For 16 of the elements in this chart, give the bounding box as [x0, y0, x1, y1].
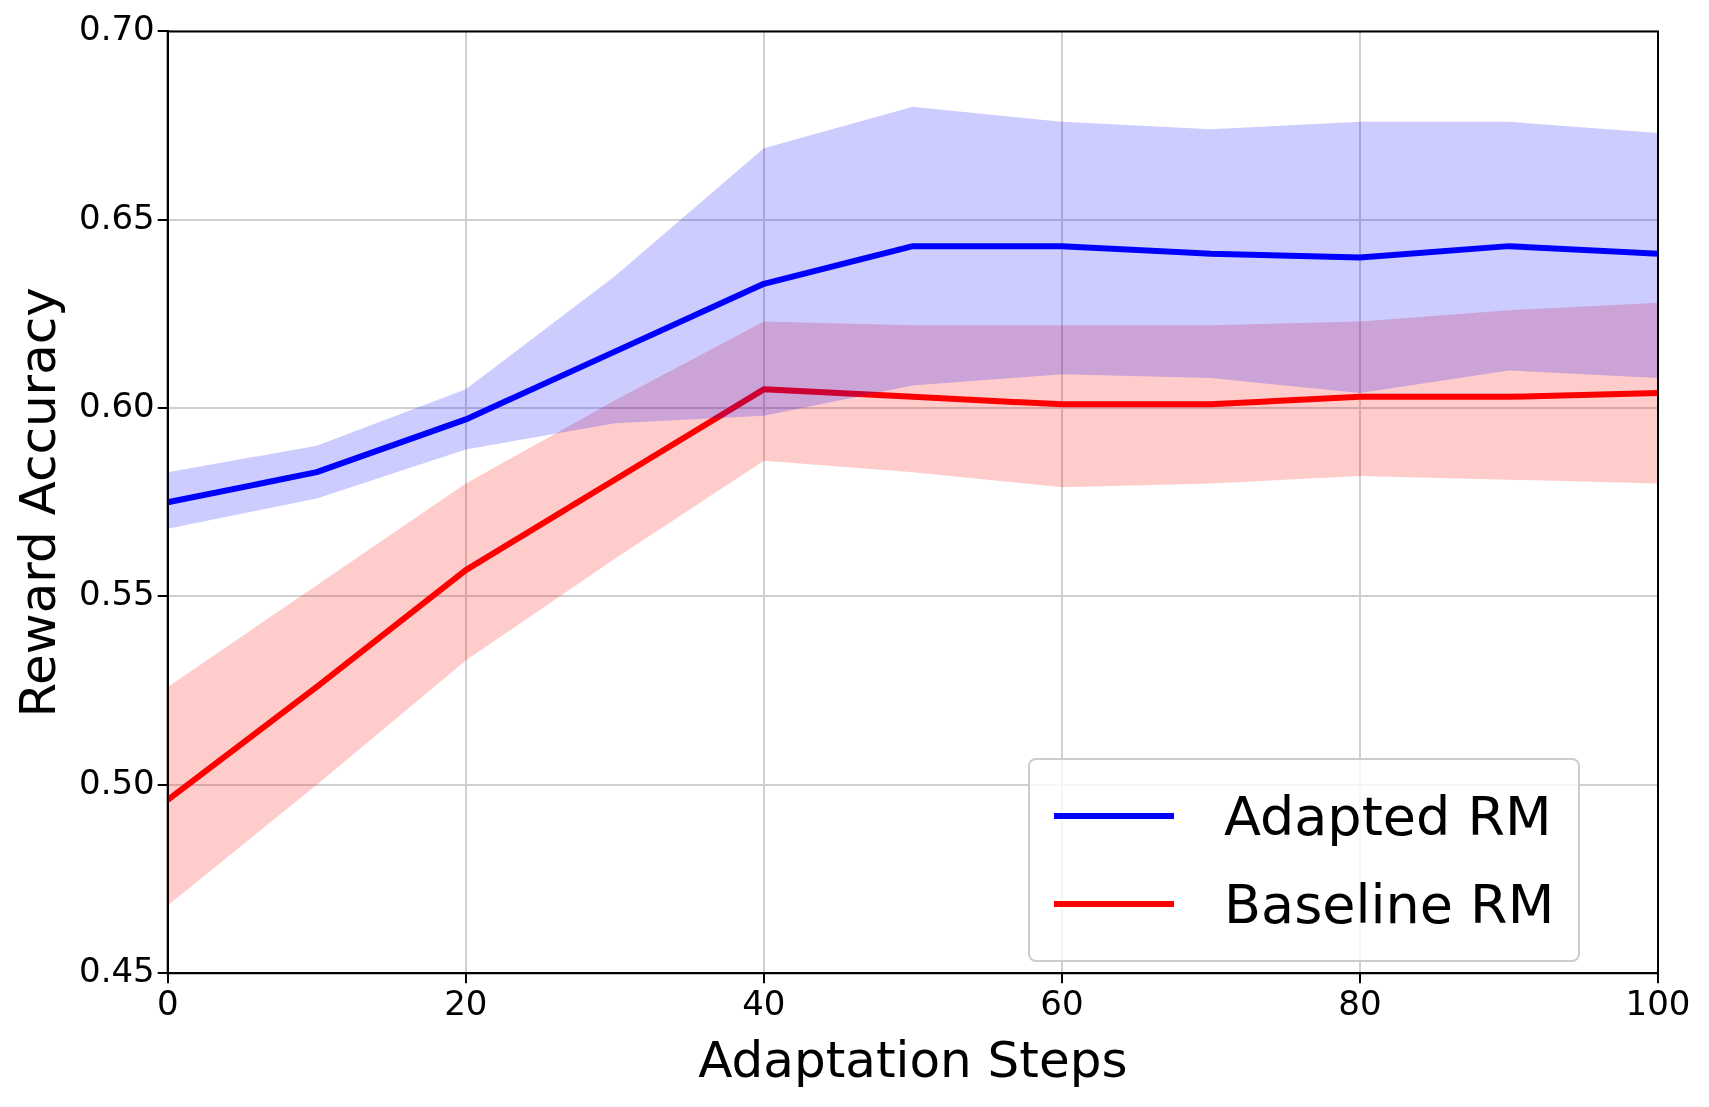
y-axis-title: Reward Accuracy [8, 287, 67, 718]
legend-label: Baseline RM [1224, 872, 1555, 936]
y-tick-label: 0.50 [79, 761, 155, 802]
y-tick-label: 0.60 [79, 384, 155, 425]
y-tick-label: 0.70 [79, 8, 155, 49]
y-tick-label: 0.45 [79, 950, 155, 991]
x-tick-label: 40 [742, 983, 786, 1024]
y-tick-label: 0.55 [79, 573, 155, 614]
x-tick-label: 20 [444, 983, 488, 1024]
x-axis-title: Adaptation Steps [698, 1030, 1128, 1089]
x-tick-label: 60 [1040, 983, 1084, 1024]
y-tick-label: 0.65 [79, 196, 155, 237]
x-tick-label: 0 [156, 983, 179, 1024]
legend-label: Adapted RM [1224, 784, 1552, 848]
x-tick-label: 80 [1338, 983, 1382, 1024]
x-tick-label: 100 [1625, 983, 1691, 1024]
